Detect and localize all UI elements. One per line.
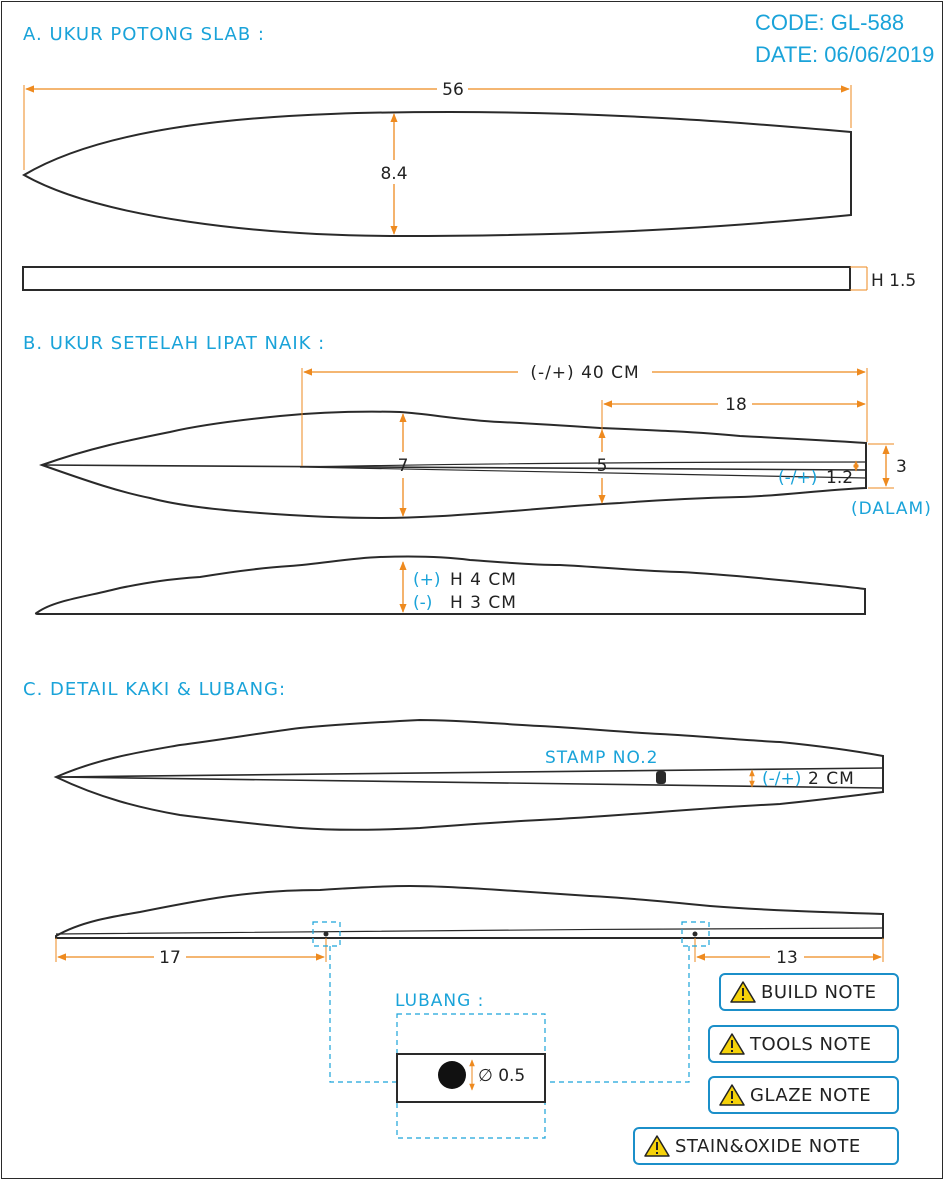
dim-18-text: 18 xyxy=(725,395,747,415)
stamp-label: STAMP NO.2 xyxy=(545,748,658,768)
height-plus-text: H 4 CM xyxy=(450,570,517,590)
warning-icon xyxy=(719,1033,745,1055)
dim-height-text: H 1.5 xyxy=(871,271,916,291)
dimension-overall-40: (-/+) 40 CM xyxy=(301,363,868,466)
tip-text: 2 CM xyxy=(808,769,855,789)
tools-note-button[interactable]: TOOLS NOTE xyxy=(708,1025,899,1063)
hole-detail-callout xyxy=(312,921,710,1139)
dim-7-text: 7 xyxy=(398,456,409,476)
tip-prefix: (-/+) xyxy=(762,769,801,789)
glaze-note-label: GLAZE NOTE xyxy=(750,1084,872,1106)
build-note-label: BUILD NOTE xyxy=(761,981,877,1003)
height-minus-prefix: (-) xyxy=(413,593,432,613)
section-c-title: C. DETAIL KAKI & LUBANG: xyxy=(23,679,287,700)
section-b-title: B. UKUR SETELAH LIPAT NAIK : xyxy=(23,333,326,354)
dim-3-text: 3 xyxy=(896,457,907,477)
date-label: DATE: 06/06/2019 xyxy=(755,42,935,67)
hole-title: LUBANG : xyxy=(395,991,484,1011)
dim-56-text: 56 xyxy=(442,80,464,100)
dimension-height-side: (+) H 4 CM (-) H 3 CM xyxy=(399,561,517,613)
warning-icon xyxy=(644,1135,670,1157)
dalam-note: (DALAM) xyxy=(851,499,932,519)
warning-icon xyxy=(719,1084,745,1106)
dimension-partial-18: 18 xyxy=(601,395,866,430)
dimension-width-5: 5 xyxy=(597,429,608,504)
dim-40-text: (-/+) 40 CM xyxy=(530,363,639,383)
folded-top-view xyxy=(39,410,867,520)
foot-side-view xyxy=(55,884,884,939)
dimension-width-7: 7 xyxy=(398,413,409,517)
code-label: CODE: GL-588 xyxy=(755,10,905,35)
dim-5-text: 5 xyxy=(597,456,608,476)
section-a-title: A. UKUR POTONG SLAB : xyxy=(23,24,265,45)
stamp-mark-icon xyxy=(656,771,666,784)
glaze-note-button[interactable]: GLAZE NOTE xyxy=(708,1076,899,1114)
dim-gap-text: 1.2 xyxy=(826,468,853,488)
foot-top-view: STAMP NO.2 xyxy=(53,718,884,831)
hole-left-marker xyxy=(323,931,329,937)
tools-note-label: TOOLS NOTE xyxy=(750,1033,872,1055)
height-minus-text: H 3 CM xyxy=(450,593,517,613)
dimension-width-8-4: 8.4 xyxy=(380,113,408,235)
dimension-gap-1-2: (-/+) 1.2 xyxy=(778,460,859,488)
stain-oxide-note-label: STAIN&OXIDE NOTE xyxy=(675,1135,861,1157)
dim-gap-prefix: (-/+) xyxy=(778,468,817,488)
folded-side-view xyxy=(34,555,866,615)
slab-side-view: H 1.5 xyxy=(22,266,916,291)
hole-detail-view: ∅ 0.5 xyxy=(396,1053,546,1103)
slab-top-view xyxy=(22,110,852,238)
stain-oxide-note-button[interactable]: STAIN&OXIDE NOTE xyxy=(633,1127,899,1165)
hole-size-text: ∅ 0.5 xyxy=(478,1066,525,1086)
dimension-length-56: 56 xyxy=(23,80,852,170)
build-note-button[interactable]: BUILD NOTE xyxy=(719,973,899,1011)
dimension-right-13: 13 xyxy=(694,938,884,968)
warning-icon xyxy=(730,981,756,1003)
dim-17-text: 17 xyxy=(159,948,181,968)
dim-13-text: 13 xyxy=(776,948,798,968)
dimension-depth-3: 3 (DALAM) xyxy=(851,443,932,519)
dim-8-4-text: 8.4 xyxy=(380,164,407,184)
hole-right-marker xyxy=(692,931,698,937)
height-plus-prefix: (+) xyxy=(413,570,441,590)
dimension-tip-2cm: (-/+) 2 CM xyxy=(749,769,855,789)
dimension-left-17: 17 xyxy=(55,938,327,968)
